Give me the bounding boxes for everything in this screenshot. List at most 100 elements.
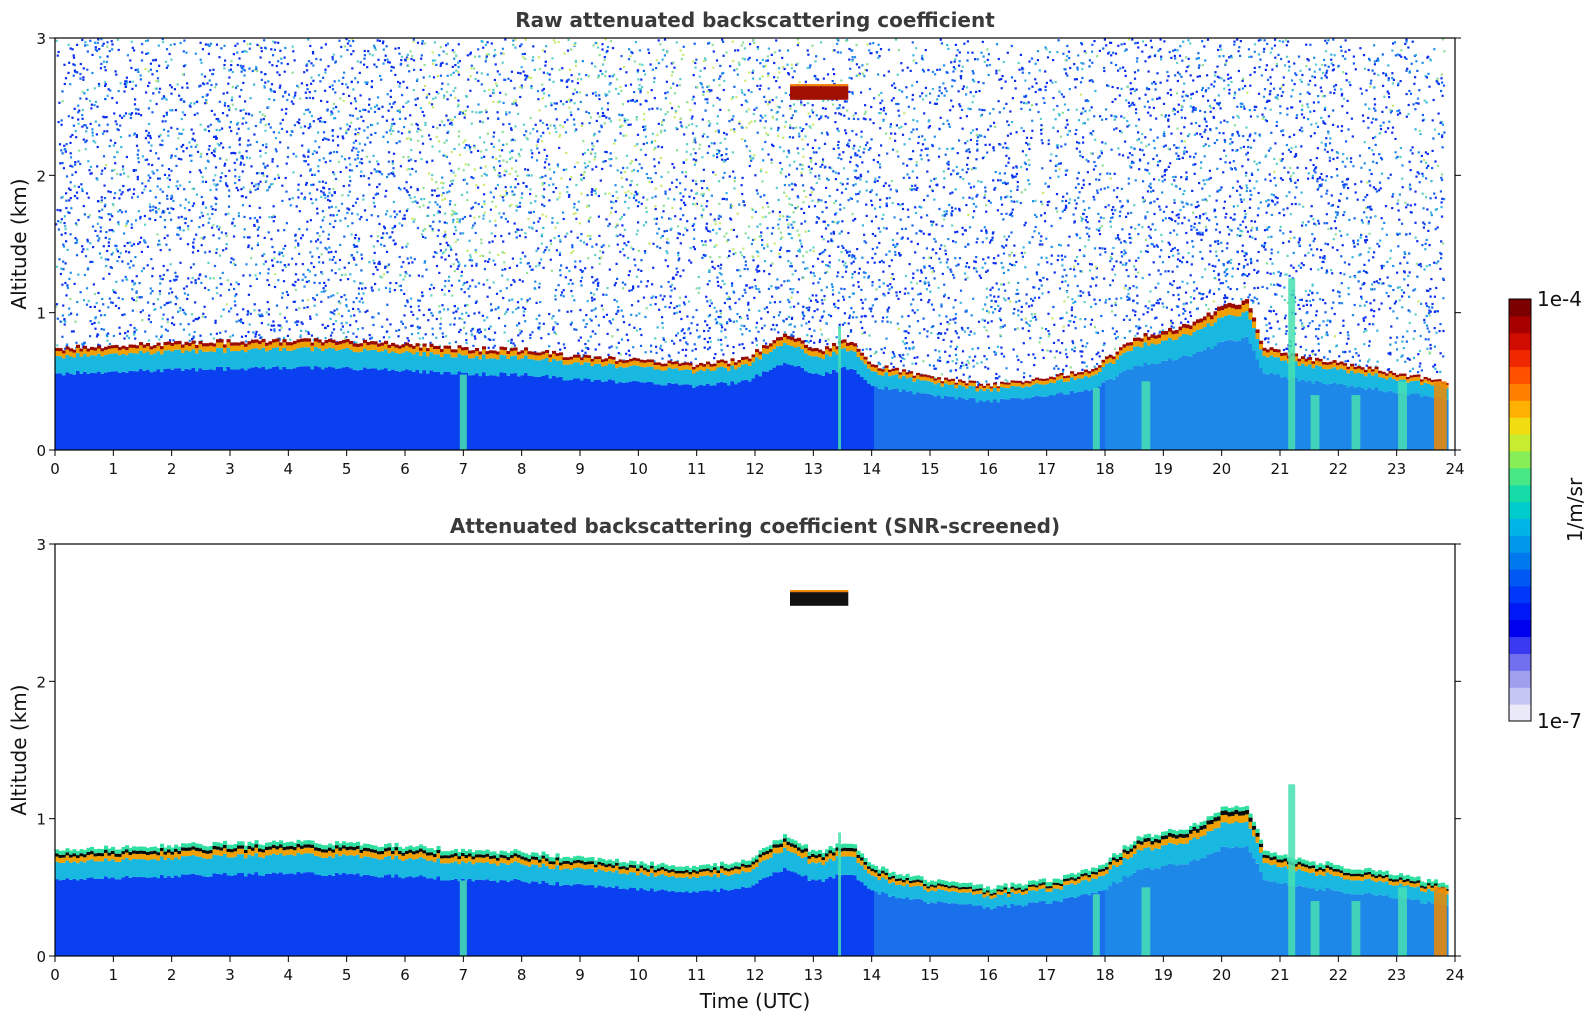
noise-pixel bbox=[1301, 104, 1304, 107]
noise-pixel bbox=[307, 155, 310, 158]
noise-pixel bbox=[946, 266, 949, 269]
noise-pixel bbox=[173, 88, 176, 91]
noise-pixel bbox=[739, 275, 742, 278]
noise-pixel bbox=[598, 130, 601, 133]
noise-pixel bbox=[918, 229, 921, 232]
noise-pixel bbox=[847, 117, 850, 120]
noise-pixel bbox=[695, 287, 698, 290]
noise-pixel bbox=[421, 337, 425, 340]
noise-pixel bbox=[788, 173, 791, 176]
noise-pixel bbox=[314, 90, 317, 93]
noise-pixel bbox=[1205, 303, 1208, 307]
noise-pixel bbox=[1077, 171, 1080, 174]
noise-pixel bbox=[198, 216, 202, 219]
noise-pixel bbox=[119, 82, 122, 85]
noise-pixel bbox=[933, 135, 936, 138]
noise-pixel bbox=[398, 111, 401, 114]
noise-pixel bbox=[1324, 64, 1327, 67]
noise-pixel bbox=[1110, 61, 1113, 64]
noise-pixel bbox=[1425, 166, 1428, 169]
noise-pixel bbox=[77, 104, 80, 107]
noise-pixel bbox=[453, 116, 457, 119]
noise-pixel bbox=[697, 336, 700, 339]
noise-pixel bbox=[634, 158, 638, 161]
noise-pixel bbox=[954, 231, 957, 234]
noise-pixel bbox=[528, 297, 531, 300]
noise-pixel bbox=[544, 249, 547, 252]
noise-pixel bbox=[1304, 254, 1307, 257]
noise-pixel bbox=[450, 169, 453, 172]
noise-pixel bbox=[74, 130, 77, 133]
noise-pixel bbox=[373, 168, 376, 171]
noise-pixel bbox=[432, 76, 436, 79]
noise-pixel bbox=[1146, 311, 1149, 314]
noise-pixel bbox=[1181, 156, 1184, 159]
noise-pixel bbox=[1306, 58, 1309, 61]
noise-pixel bbox=[714, 130, 717, 133]
noise-pixel bbox=[1009, 110, 1012, 113]
noise-pixel bbox=[799, 163, 802, 166]
noise-pixel bbox=[876, 179, 879, 183]
noise-pixel bbox=[1433, 48, 1436, 51]
noise-pixel bbox=[492, 91, 496, 94]
noise-pixel bbox=[517, 71, 520, 74]
noise-pixel bbox=[886, 316, 889, 319]
noise-pixel bbox=[1277, 270, 1280, 273]
noise-pixel bbox=[622, 235, 625, 238]
noise-pixel bbox=[287, 146, 290, 149]
noise-pixel bbox=[246, 144, 249, 147]
noise-pixel bbox=[552, 39, 555, 42]
noise-pixel bbox=[211, 297, 214, 300]
noise-pixel bbox=[516, 205, 519, 208]
noise-pixel bbox=[608, 90, 611, 93]
noise-pixel bbox=[1172, 326, 1175, 329]
noise-pixel bbox=[331, 112, 334, 115]
noise-pixel bbox=[943, 94, 946, 97]
noise-pixel bbox=[1265, 154, 1268, 157]
noise-pixel bbox=[195, 233, 198, 236]
noise-pixel bbox=[890, 362, 893, 365]
noise-pixel bbox=[1064, 173, 1067, 176]
noise-pixel bbox=[245, 121, 248, 124]
noise-pixel bbox=[1343, 211, 1346, 214]
noise-pixel bbox=[786, 155, 789, 158]
noise-pixel bbox=[67, 71, 70, 74]
noise-pixel bbox=[446, 74, 449, 77]
noise-pixel bbox=[923, 266, 926, 269]
noise-pixel bbox=[155, 102, 158, 106]
noise-pixel bbox=[662, 119, 665, 122]
noise-pixel bbox=[198, 169, 201, 172]
noise-pixel bbox=[480, 238, 483, 241]
noise-pixel bbox=[679, 182, 682, 185]
noise-pixel bbox=[1212, 85, 1216, 88]
noise-pixel bbox=[1034, 62, 1037, 65]
noise-pixel bbox=[833, 73, 836, 76]
noise-pixel bbox=[1268, 226, 1271, 229]
noise-pixel bbox=[177, 157, 180, 160]
noise-pixel bbox=[627, 58, 631, 61]
noise-pixel bbox=[1035, 215, 1038, 218]
noise-pixel bbox=[1044, 182, 1047, 185]
noise-pixel bbox=[225, 243, 228, 246]
noise-pixel bbox=[880, 144, 883, 147]
noise-pixel bbox=[335, 151, 339, 154]
noise-pixel bbox=[1238, 234, 1242, 237]
noise-pixel bbox=[710, 142, 713, 145]
noise-pixel bbox=[473, 312, 476, 315]
noise-pixel bbox=[1340, 282, 1343, 285]
noise-pixel bbox=[469, 256, 472, 259]
noise-pixel bbox=[151, 275, 154, 278]
noise-pixel bbox=[360, 170, 363, 173]
noise-pixel bbox=[445, 335, 448, 338]
noise-pixel bbox=[837, 245, 840, 248]
noise-pixel bbox=[327, 65, 330, 68]
noise-pixel bbox=[638, 312, 641, 315]
noise-pixel bbox=[614, 139, 617, 142]
noise-pixel bbox=[558, 251, 562, 254]
noise-pixel bbox=[680, 329, 683, 333]
noise-pixel bbox=[520, 298, 523, 301]
noise-pixel bbox=[664, 259, 667, 262]
noise-pixel bbox=[1322, 120, 1325, 123]
noise-pixel bbox=[1312, 353, 1315, 356]
noise-pixel bbox=[219, 331, 222, 334]
